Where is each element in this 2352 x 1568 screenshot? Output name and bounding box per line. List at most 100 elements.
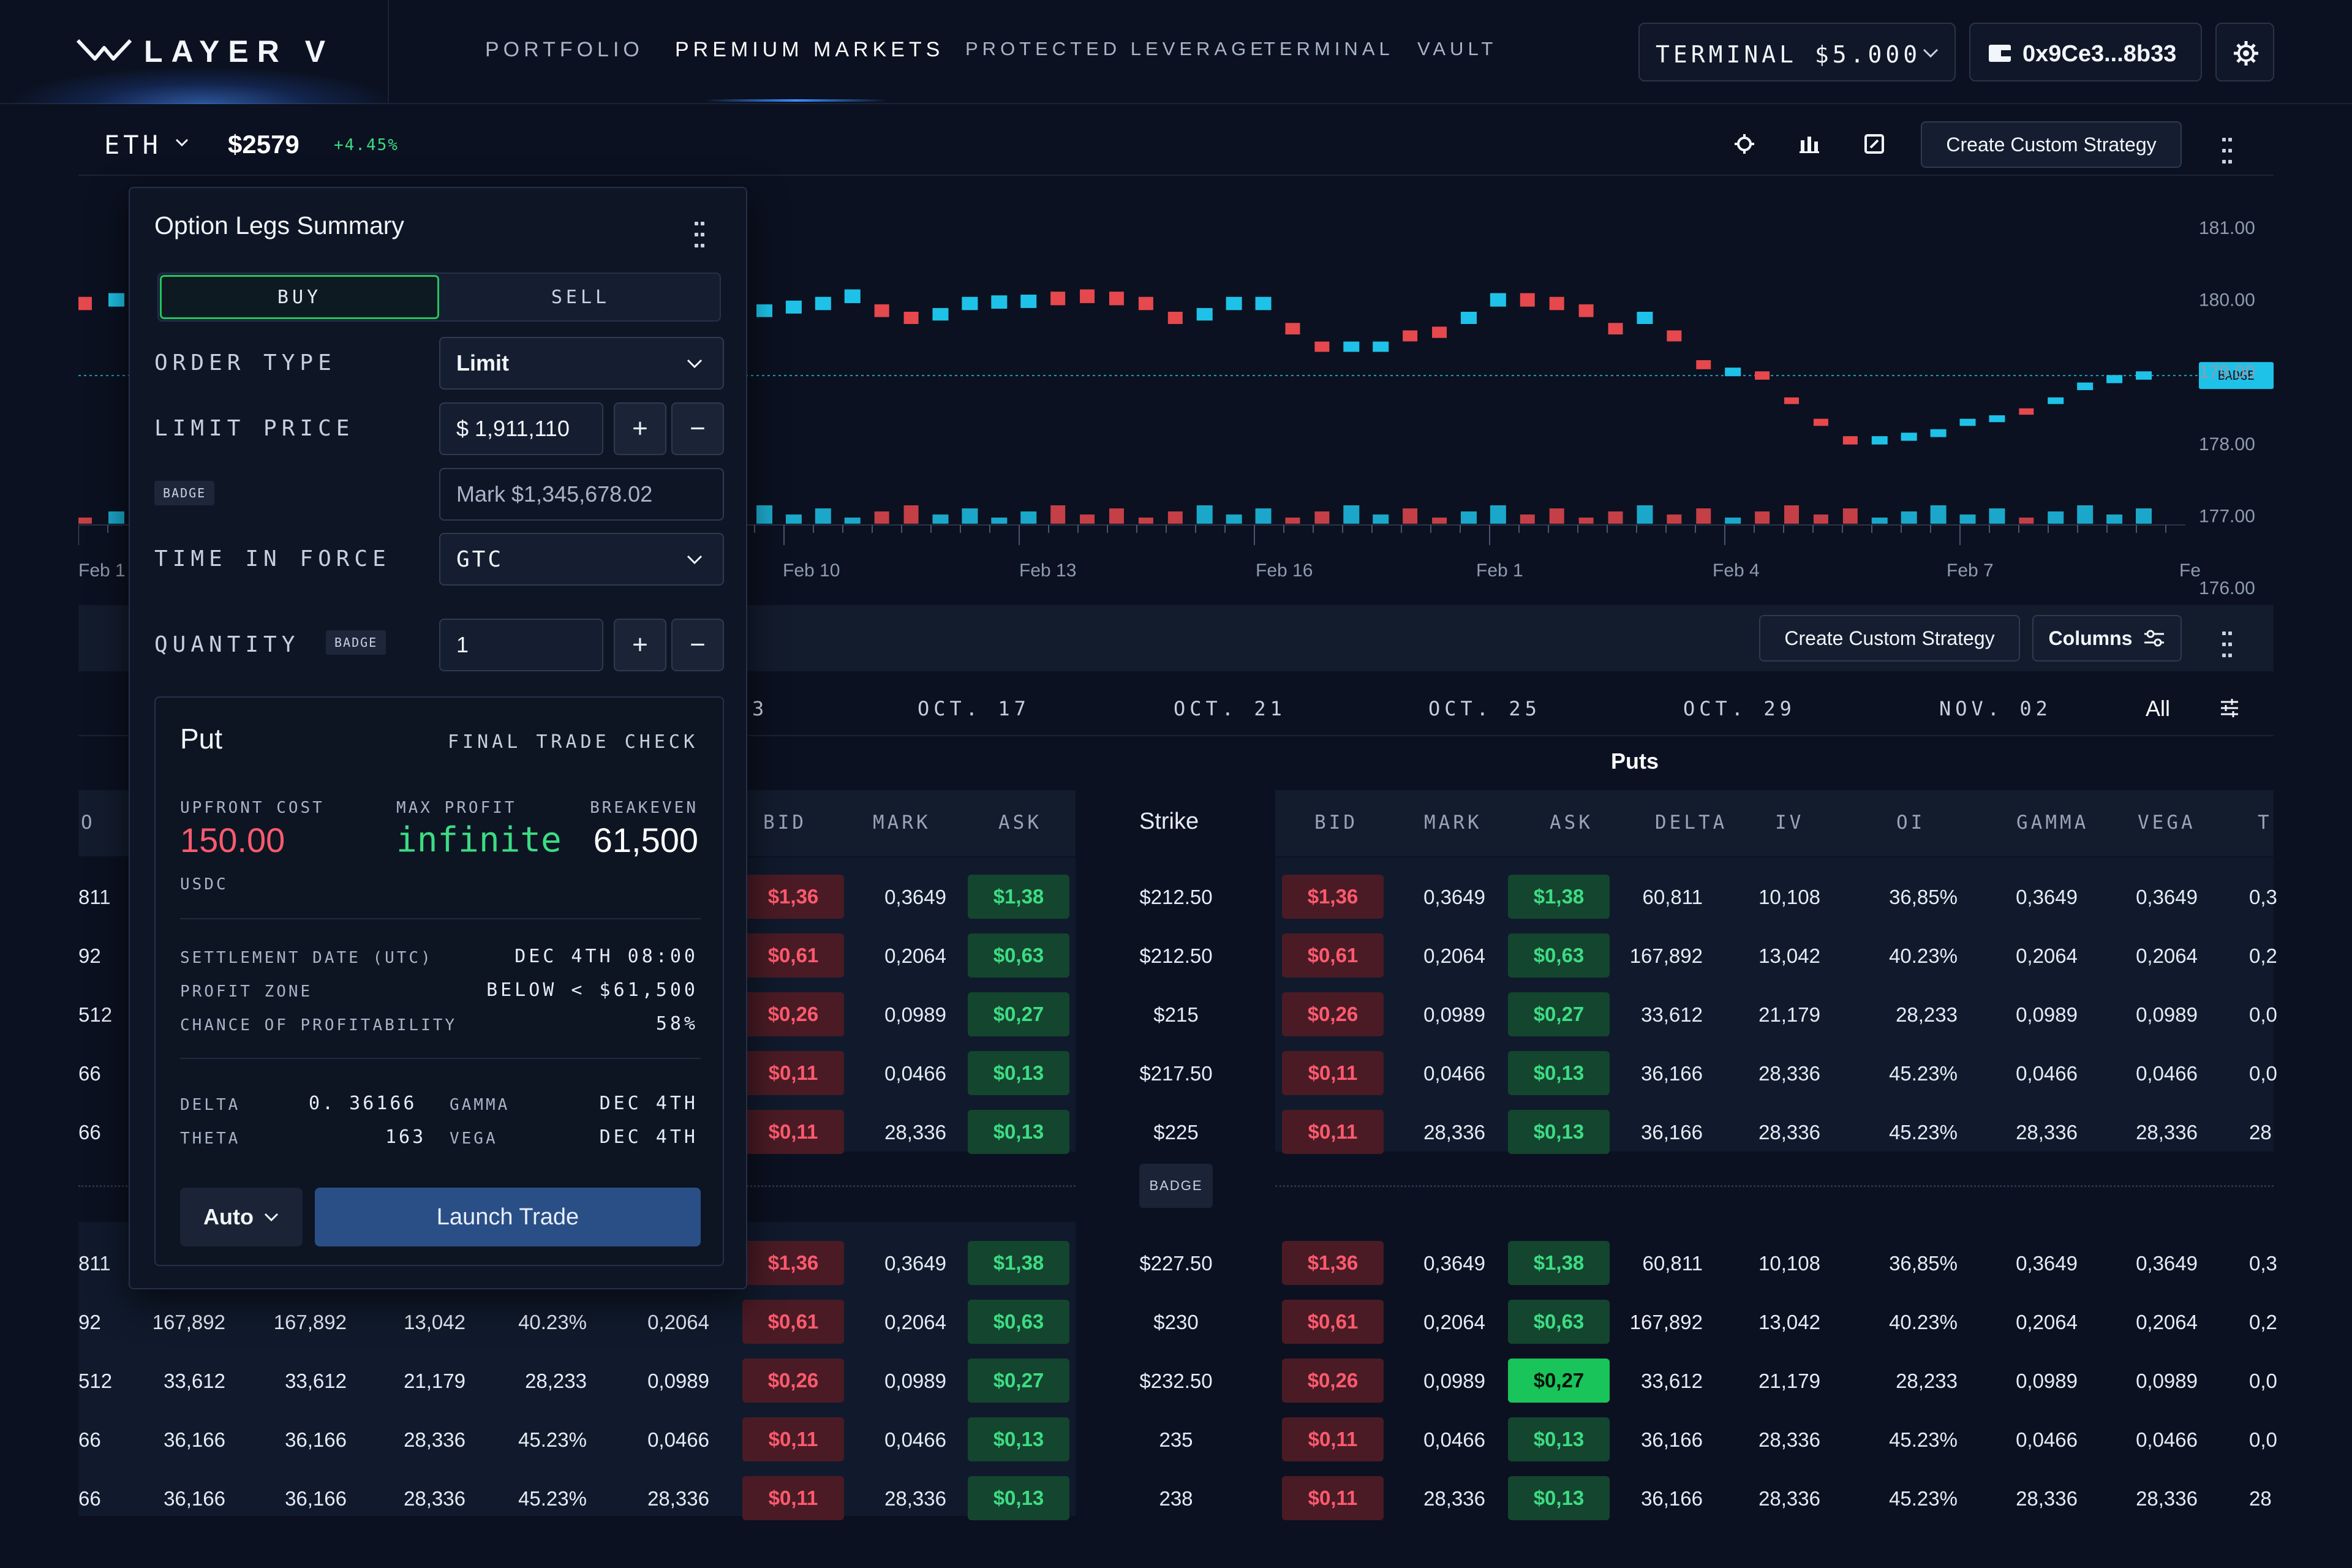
put-bid[interactable]: $0,61 bbox=[1282, 1300, 1384, 1344]
put-ask[interactable]: $0,13 bbox=[1508, 1417, 1610, 1461]
candle bbox=[844, 289, 861, 303]
quantity-input[interactable]: 1 bbox=[439, 619, 603, 671]
terminal-balance-dropdown[interactable]: TERMINAL $5.000 bbox=[1638, 23, 1956, 81]
call-cell: 28,336 bbox=[404, 1487, 466, 1510]
settings-button[interactable] bbox=[2215, 23, 2274, 81]
create-custom-strategy-button-2[interactable]: Create Custom Strategy bbox=[1759, 615, 2020, 662]
expiry-tab[interactable]: OCT. 29 bbox=[1683, 697, 1796, 720]
call-mark: 28,336 bbox=[884, 1487, 946, 1510]
put-bid[interactable]: $0,11 bbox=[1282, 1051, 1384, 1095]
call-bid[interactable]: $0,26 bbox=[742, 1359, 844, 1403]
volume-bar bbox=[2048, 511, 2064, 524]
put-ask[interactable]: $0,27 bbox=[1508, 1359, 1610, 1403]
call-ask[interactable]: $0,13 bbox=[968, 1110, 1069, 1154]
expiry-tab[interactable]: 3 bbox=[752, 697, 769, 720]
put-bid[interactable]: $1,36 bbox=[1282, 875, 1384, 919]
call-bid[interactable]: $1,36 bbox=[742, 1241, 844, 1285]
put-ask[interactable]: $0,13 bbox=[1508, 1051, 1610, 1095]
increment-button[interactable]: + bbox=[614, 619, 666, 671]
decrement-button[interactable]: − bbox=[671, 619, 724, 671]
call-ask[interactable]: $0,27 bbox=[968, 992, 1069, 1036]
put-bid[interactable]: $1,36 bbox=[1282, 1241, 1384, 1285]
order-type-select[interactable]: Limit bbox=[439, 337, 724, 390]
put-mark: 0,0989 bbox=[1423, 1370, 1485, 1392]
volume-bar bbox=[1255, 508, 1272, 524]
put-ask[interactable]: $1,38 bbox=[1508, 1241, 1610, 1285]
put-ask[interactable]: $1,38 bbox=[1508, 875, 1610, 919]
sell-tab[interactable]: SELL bbox=[551, 286, 611, 308]
call-ask[interactable]: $0,27 bbox=[968, 1359, 1069, 1403]
time-in-force-select[interactable]: GTC bbox=[439, 533, 724, 586]
call-ask[interactable]: $0,63 bbox=[968, 933, 1069, 978]
more-vert-icon[interactable] bbox=[2221, 135, 2233, 168]
settings-icon[interactable] bbox=[1731, 130, 1758, 157]
put-mark: 0,0989 bbox=[1423, 1003, 1485, 1026]
increment-button[interactable]: + bbox=[614, 402, 666, 455]
volume-bar bbox=[991, 518, 1008, 524]
filter-icon[interactable] bbox=[2220, 698, 2239, 718]
chart-bars-icon[interactable] bbox=[1796, 130, 1823, 157]
candle bbox=[1608, 323, 1623, 335]
call-ask[interactable]: $0,63 bbox=[968, 1300, 1069, 1344]
expiry-tab[interactable]: OCT. 17 bbox=[918, 697, 1030, 720]
put-bid[interactable]: $0,61 bbox=[1282, 933, 1384, 978]
call-bid[interactable]: $0,61 bbox=[742, 1300, 844, 1344]
call-mark: 0,0989 bbox=[884, 1370, 946, 1392]
call-ask[interactable]: $1,38 bbox=[968, 1241, 1069, 1285]
auto-dropdown[interactable]: Auto bbox=[180, 1188, 303, 1246]
calculator-icon[interactable] bbox=[1861, 130, 1888, 157]
call-bid[interactable]: $1,36 bbox=[742, 875, 844, 919]
volume-bar bbox=[1608, 511, 1623, 524]
candle bbox=[1637, 312, 1653, 324]
nav-terminal[interactable]: TERMINAL bbox=[1264, 38, 1394, 59]
nav-protected-leverage[interactable]: PROTECTED LEVERAGE bbox=[965, 38, 1267, 59]
logo-text[interactable]: LAYER V bbox=[144, 34, 334, 69]
put-ask[interactable]: $0,63 bbox=[1508, 1300, 1610, 1344]
put-bid[interactable]: $0,26 bbox=[1282, 992, 1384, 1036]
candle bbox=[1343, 341, 1360, 352]
settlement-date-value: DEC 4TH 08:00 bbox=[514, 946, 698, 967]
columns-button[interactable]: Columns bbox=[2032, 615, 2182, 662]
call-bid[interactable]: $0,11 bbox=[742, 1110, 844, 1154]
call-ask[interactable]: $1,38 bbox=[968, 875, 1069, 919]
put-mark: 28,336 bbox=[1423, 1487, 1485, 1510]
expiry-tab[interactable]: OCT. 25 bbox=[1428, 697, 1541, 720]
chevron-down-icon[interactable] bbox=[175, 137, 189, 148]
call-bid[interactable]: $0,61 bbox=[742, 933, 844, 978]
put-cell: 0,0 bbox=[2249, 1003, 2277, 1026]
more-vert-icon[interactable] bbox=[693, 219, 706, 252]
put-ask[interactable]: $0,27 bbox=[1508, 992, 1610, 1036]
call-mark: 0,0466 bbox=[884, 1062, 946, 1085]
expiry-tab[interactable]: OCT. 21 bbox=[1174, 697, 1286, 720]
puts-group-1 bbox=[1275, 858, 2274, 1152]
call-bid[interactable]: $0,11 bbox=[742, 1051, 844, 1095]
call-bid[interactable]: $0,11 bbox=[742, 1476, 844, 1520]
decrement-button[interactable]: − bbox=[671, 402, 724, 455]
put-bid[interactable]: $0,11 bbox=[1282, 1476, 1384, 1520]
volume-bar bbox=[1959, 514, 1976, 524]
put-ask[interactable]: $0,13 bbox=[1508, 1110, 1610, 1154]
call-ask[interactable]: $0,13 bbox=[968, 1476, 1069, 1520]
create-custom-strategy-button[interactable]: Create Custom Strategy bbox=[1921, 121, 2182, 168]
nav-portfolio[interactable]: PORTFOLIO bbox=[485, 38, 644, 61]
strike-cell: $215 bbox=[1153, 1003, 1199, 1026]
call-ask[interactable]: $0,13 bbox=[968, 1051, 1069, 1095]
call-ask[interactable]: $0,13 bbox=[968, 1417, 1069, 1461]
launch-trade-button[interactable]: Launch Trade bbox=[315, 1188, 701, 1246]
buy-tab[interactable]: BUY bbox=[160, 275, 439, 319]
put-ask[interactable]: $0,63 bbox=[1508, 933, 1610, 978]
wallet-button[interactable]: 0x9Ce3...8b33 bbox=[1969, 23, 2202, 81]
call-bid[interactable]: $0,11 bbox=[742, 1417, 844, 1461]
expiry-tab-all[interactable]: All bbox=[2146, 696, 2171, 721]
put-ask[interactable]: $0,13 bbox=[1508, 1476, 1610, 1520]
call-bid[interactable]: $0,26 bbox=[742, 992, 844, 1036]
nav-vault[interactable]: VAULT bbox=[1417, 38, 1498, 59]
more-vert-icon[interactable] bbox=[2221, 628, 2233, 662]
put-bid[interactable]: $0,11 bbox=[1282, 1417, 1384, 1461]
put-bid[interactable]: $0,26 bbox=[1282, 1359, 1384, 1403]
symbol-selector[interactable]: ETH bbox=[104, 130, 162, 160]
nav-premium-markets[interactable]: PREMIUM MARKETS bbox=[675, 38, 944, 61]
expiry-tab[interactable]: NOV. 02 bbox=[1939, 697, 2052, 720]
limit-price-input[interactable]: $ 1,911,110 bbox=[439, 402, 603, 455]
put-bid[interactable]: $0,11 bbox=[1282, 1110, 1384, 1154]
